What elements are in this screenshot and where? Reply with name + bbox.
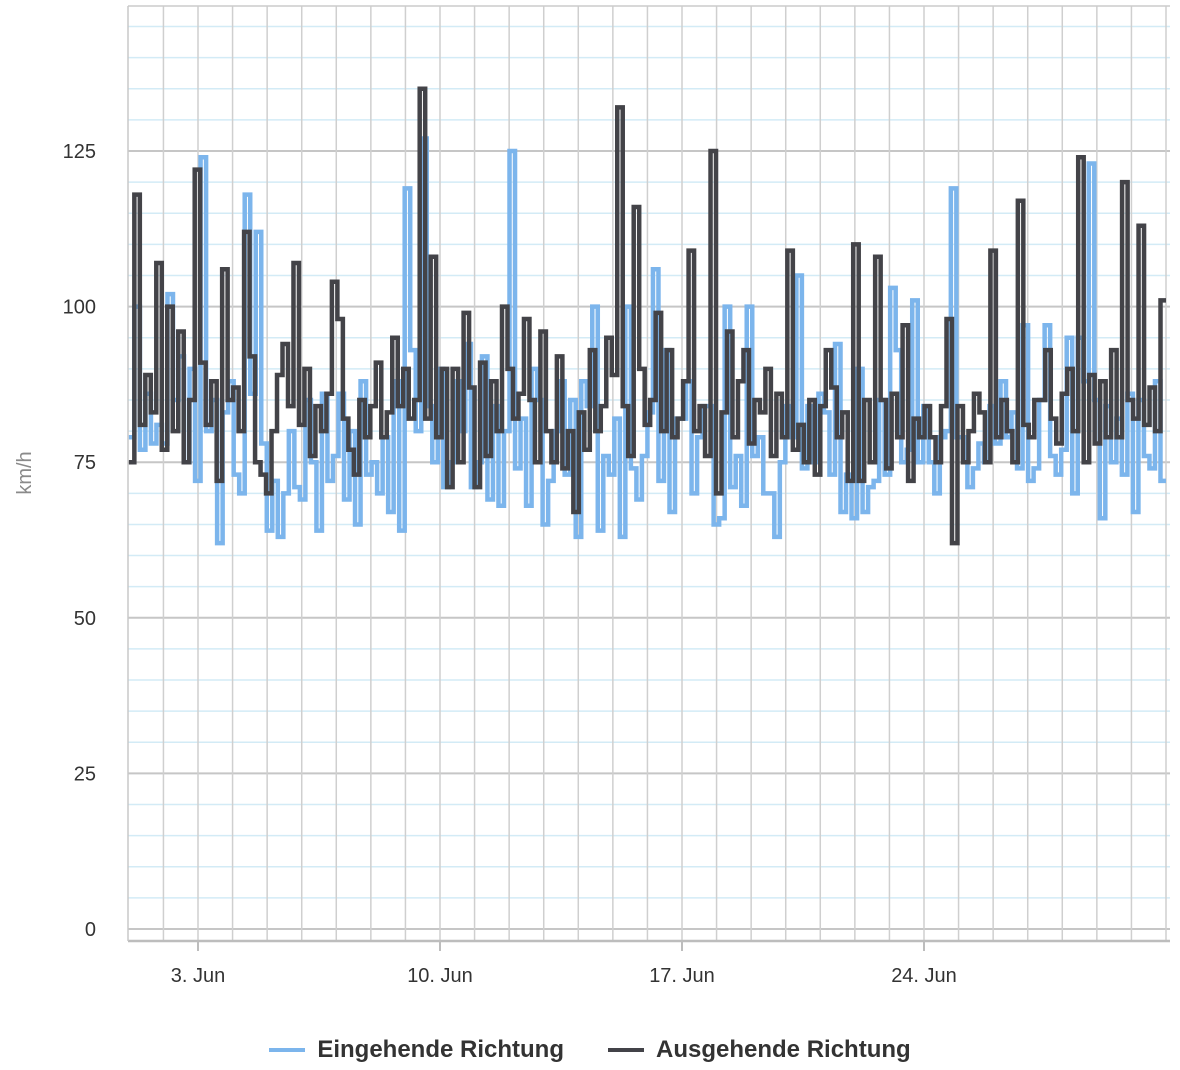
y-tick-label-100: 100 xyxy=(63,297,96,319)
legend-label-eingehende: Eingehende Richtung xyxy=(317,1036,564,1063)
legend-swatch-ausgehende xyxy=(608,1048,644,1052)
y-axis-labels: 0 25 50 75 100 125 xyxy=(63,141,96,941)
legend-swatch-eingehende xyxy=(269,1048,306,1052)
minor-grid xyxy=(128,25,1170,930)
legend-item-eingehende-richtung[interactable]: Eingehende Richtung xyxy=(269,1036,564,1064)
series-line-1 xyxy=(128,86,1166,546)
y-tick-label-125: 125 xyxy=(63,141,96,163)
legend-label-ausgehende: Ausgehende Richtung xyxy=(656,1036,911,1063)
chart: 0 25 50 75 100 125 3. Jun 10. Jun 17. Jun 24. Ju… xyxy=(14,5,1170,987)
vertical-grid xyxy=(162,6,1167,941)
y-tick-label-25: 25 xyxy=(74,763,96,785)
y-tick-label-0: 0 xyxy=(85,919,96,941)
y-tick-label-50: 50 xyxy=(74,608,96,630)
x-tick-label-2: 17. Jun xyxy=(649,965,715,987)
major-grid xyxy=(128,150,1170,930)
x-tick-marks xyxy=(197,941,925,951)
legend-item-ausgehende-richtung[interactable]: Ausgehende Richtung xyxy=(608,1036,911,1064)
legend: Eingehende Richtung Ausgehende Richtung xyxy=(0,1030,1180,1070)
y-tick-label-75: 75 xyxy=(74,452,96,474)
x-axis-labels: 3. Jun 10. Jun 17. Jun 24. Jun xyxy=(171,965,957,987)
x-tick-label-1: 10. Jun xyxy=(407,965,473,987)
y-axis-title: km/h xyxy=(14,451,36,494)
series-layer xyxy=(128,86,1166,546)
x-tick-label-0: 3. Jun xyxy=(171,965,225,987)
x-tick-label-3: 24. Jun xyxy=(891,965,957,987)
